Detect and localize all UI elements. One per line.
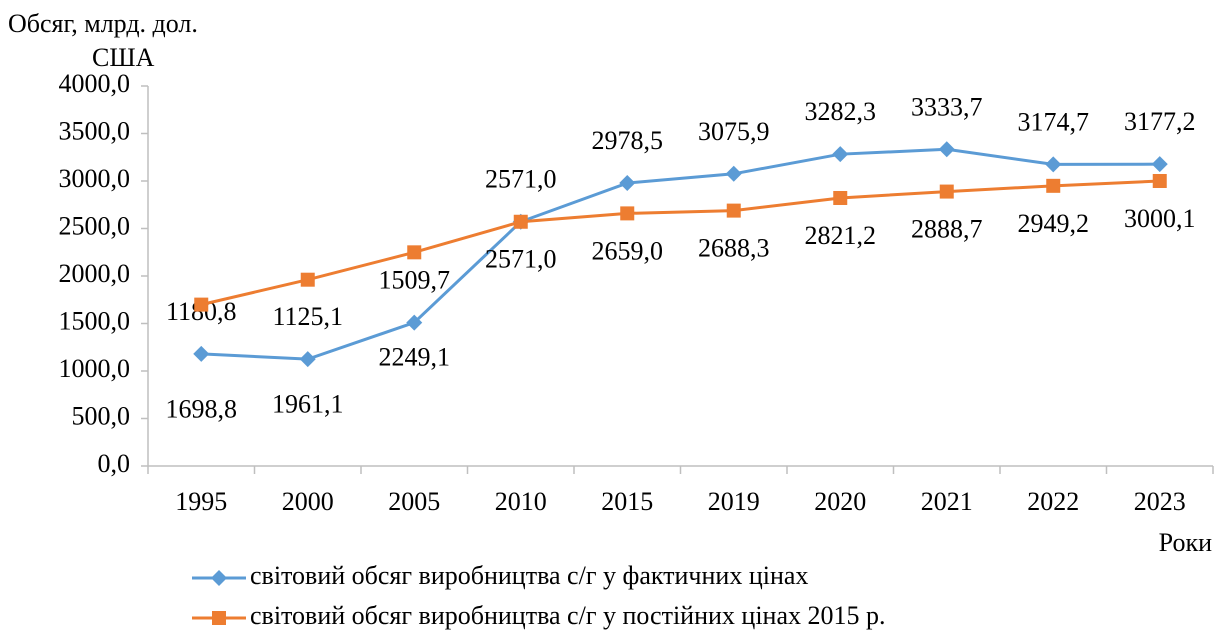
legend-label: світовий обсяг виробництва с/г у фактичн… [250,561,808,590]
point [832,146,849,163]
y-tick-label: 4000,0 [59,69,131,98]
legend-marker [211,570,227,586]
data-label: 1509,7 [379,266,451,295]
point [1045,156,1062,173]
data-label: 2888,7 [911,215,983,244]
point [513,214,528,229]
y-tick-label: 2000,0 [59,259,131,288]
data-label: 3000,1 [1124,204,1196,233]
y-tick-label: 1000,0 [59,354,131,383]
data-label: 3174,7 [1018,107,1090,136]
legend-label: світовий обсяг виробництва с/г у постійн… [250,601,886,630]
data-label: 2688,3 [698,234,770,263]
point [938,141,955,158]
y-axis-label: США [92,43,155,72]
x-tick-label: 2015 [601,487,653,516]
point [193,345,210,362]
data-label: 3282,3 [805,97,877,126]
x-tick-label: 2010 [495,487,547,516]
point [406,314,423,331]
y-tick-label: 2500,0 [59,211,131,240]
x-tick-label: 1995 [175,487,227,516]
x-tick-label: 2021 [921,487,973,516]
data-label: 2978,5 [592,126,664,155]
data-label: 2821,2 [805,221,877,250]
point [833,190,848,205]
point [725,165,742,182]
x-tick-label: 2005 [388,487,440,516]
data-label: 1125,1 [272,302,343,331]
x-axis-label: Роки [1159,528,1212,557]
point [619,175,636,192]
point [1046,178,1061,193]
y-axis-label: Обсяг, млрд. дол. [8,9,198,38]
point [407,245,422,260]
series-line [200,179,1160,307]
y-tick-label: 1500,0 [59,306,131,335]
point [1151,156,1168,173]
data-label: 2949,2 [1018,209,1090,238]
legend-marker [212,611,226,625]
data-label: 3177,2 [1124,107,1196,136]
data-label: 3075,9 [698,117,770,146]
y-tick-label: 500,0 [72,401,131,430]
x-tick-label: 2020 [814,487,866,516]
y-tick-label: 0,0 [98,449,131,478]
x-tick-label: 2023 [1134,487,1186,516]
point [299,351,316,368]
data-label: 2249,1 [379,342,451,371]
y-tick-label: 3000,0 [59,164,131,193]
point [939,184,954,199]
data-label: 1698,8 [166,395,238,424]
point [300,272,315,287]
x-tick-label: 2019 [708,487,760,516]
point [726,203,741,218]
point [194,297,209,312]
data-label: 3333,7 [911,92,983,121]
x-tick-label: 2000 [282,487,334,516]
y-tick-label: 3500,0 [59,116,131,145]
point [1152,173,1167,188]
series-line [201,147,1160,361]
data-label: 1961,1 [272,390,344,419]
data-label: 2571,0 [485,165,557,194]
data-label: 2659,0 [592,236,664,265]
point [620,206,635,221]
x-tick-label: 2022 [1027,487,1079,516]
data-label: 2571,0 [485,245,557,274]
